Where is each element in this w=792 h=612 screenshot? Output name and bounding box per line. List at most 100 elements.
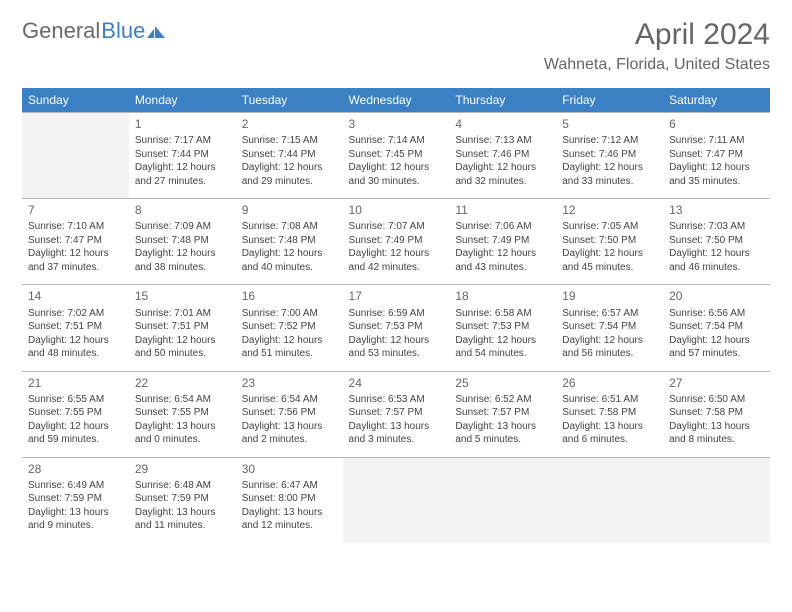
daylight-text: Daylight: 12 hours and 29 minutes.	[242, 161, 337, 188]
day-number: 25	[455, 375, 550, 391]
sunset-text: Sunset: 7:47 PM	[669, 148, 764, 162]
daylight-text: Daylight: 12 hours and 45 minutes.	[562, 247, 657, 274]
day-cell: 19Sunrise: 6:57 AMSunset: 7:54 PMDayligh…	[556, 285, 663, 371]
sunset-text: Sunset: 7:46 PM	[455, 148, 550, 162]
month-title: April 2024	[544, 18, 770, 52]
daylight-text: Daylight: 12 hours and 27 minutes.	[135, 161, 230, 188]
sunrise-text: Sunrise: 7:11 AM	[669, 134, 764, 148]
sunrise-text: Sunrise: 7:01 AM	[135, 307, 230, 321]
day-number: 3	[349, 116, 444, 132]
empty-cell	[449, 457, 556, 543]
sunrise-text: Sunrise: 7:14 AM	[349, 134, 444, 148]
empty-cell	[22, 113, 129, 199]
day-number: 8	[135, 202, 230, 218]
daylight-text: Daylight: 12 hours and 30 minutes.	[349, 161, 444, 188]
daylight-text: Daylight: 12 hours and 50 minutes.	[135, 334, 230, 361]
day-number: 17	[349, 288, 444, 304]
sunrise-text: Sunrise: 7:17 AM	[135, 134, 230, 148]
logo-text-general: General	[22, 18, 100, 44]
daylight-text: Daylight: 12 hours and 59 minutes.	[28, 420, 123, 447]
sunset-text: Sunset: 7:55 PM	[28, 406, 123, 420]
page-header: GeneralBlue April 2024 Wahneta, Florida,…	[22, 18, 770, 74]
sunrise-text: Sunrise: 6:59 AM	[349, 307, 444, 321]
sunset-text: Sunset: 7:59 PM	[28, 492, 123, 506]
daylight-text: Daylight: 12 hours and 48 minutes.	[28, 334, 123, 361]
day-cell: 4Sunrise: 7:13 AMSunset: 7:46 PMDaylight…	[449, 113, 556, 199]
sunset-text: Sunset: 7:44 PM	[242, 148, 337, 162]
daylight-text: Daylight: 13 hours and 3 minutes.	[349, 420, 444, 447]
day-number: 29	[135, 461, 230, 477]
empty-cell	[663, 457, 770, 543]
daylight-text: Daylight: 12 hours and 54 minutes.	[455, 334, 550, 361]
day-number: 22	[135, 375, 230, 391]
day-header: Sunday	[22, 88, 129, 113]
sunset-text: Sunset: 7:45 PM	[349, 148, 444, 162]
daylight-text: Daylight: 12 hours and 35 minutes.	[669, 161, 764, 188]
day-cell: 12 Sunrise: 7:05 AMSunset: 7:50 PMDayligh…	[556, 199, 663, 285]
day-number: 26	[562, 375, 657, 391]
sunset-text: Sunset: 7:58 PM	[669, 406, 764, 420]
day-number: 27	[669, 375, 764, 391]
sunrise-text: Sunrise: 7:00 AM	[242, 307, 337, 321]
sunrise-text: Sunrise: 6:50 AM	[669, 393, 764, 407]
sunrise-text: Sunrise: 7:12 AM	[562, 134, 657, 148]
calendar-table: SundayMondayTuesdayWednesdayThursdayFrid…	[22, 88, 770, 543]
sunset-text: Sunset: 7:50 PM	[669, 234, 764, 248]
day-cell: 10Sunrise: 7:07 AMSunset: 7:49 PMDayligh…	[343, 199, 450, 285]
day-cell: 21Sunrise: 6:55 AMSunset: 7:55 PMDayligh…	[22, 371, 129, 457]
day-cell: 28Sunrise: 6:49 AMSunset: 7:59 PMDayligh…	[22, 457, 129, 543]
sunset-text: Sunset: 7:48 PM	[242, 234, 337, 248]
sunset-text: Sunset: 7:57 PM	[349, 406, 444, 420]
sunset-text: Sunset: 7:58 PM	[562, 406, 657, 420]
day-cell: 23Sunrise: 6:54 AMSunset: 7:56 PMDayligh…	[236, 371, 343, 457]
day-cell: 25Sunrise: 6:52 AMSunset: 7:57 PMDayligh…	[449, 371, 556, 457]
day-cell: 22Sunrise: 6:54 AMSunset: 7:55 PMDayligh…	[129, 371, 236, 457]
sunset-text: Sunset: 7:52 PM	[242, 320, 337, 334]
sunrise-text: Sunrise: 7:07 AM	[349, 220, 444, 234]
sunset-text: Sunset: 7:48 PM	[135, 234, 230, 248]
day-cell: 17Sunrise: 6:59 AMSunset: 7:53 PMDayligh…	[343, 285, 450, 371]
sunset-text: Sunset: 7:51 PM	[28, 320, 123, 334]
sunset-text: Sunset: 7:55 PM	[135, 406, 230, 420]
daylight-text: Daylight: 13 hours and 9 minutes.	[28, 506, 123, 533]
day-header: Tuesday	[236, 88, 343, 113]
day-cell: 20Sunrise: 6:56 AMSunset: 7:54 PMDayligh…	[663, 285, 770, 371]
day-cell: 9Sunrise: 7:08 AMSunset: 7:48 PMDaylight…	[236, 199, 343, 285]
daylight-text: Daylight: 13 hours and 8 minutes.	[669, 420, 764, 447]
sunrise-text: Sunrise: 6:56 AM	[669, 307, 764, 321]
daylight-text: Daylight: 12 hours and 46 minutes.	[669, 247, 764, 274]
day-number: 19	[562, 288, 657, 304]
day-cell: 11Sunrise: 7:06 AMSunset: 7:49 PMDayligh…	[449, 199, 556, 285]
day-header: Thursday	[449, 88, 556, 113]
sunrise-text: Sunrise: 6:52 AM	[455, 393, 550, 407]
sunrise-text: Sunrise: 6:51 AM	[562, 393, 657, 407]
day-cell: 26Sunrise: 6:51 AMSunset: 7:58 PMDayligh…	[556, 371, 663, 457]
sunrise-text: Sunrise: 6:54 AM	[242, 393, 337, 407]
day-header: Friday	[556, 88, 663, 113]
day-number: 1	[135, 116, 230, 132]
day-cell: 27 Sunrise: 6:50 AMSunset: 7:58 PMDayligh…	[663, 371, 770, 457]
day-number: 16	[242, 288, 337, 304]
daylight-text: Daylight: 12 hours and 43 minutes.	[455, 247, 550, 274]
sunrise-text: Sunrise: 6:53 AM	[349, 393, 444, 407]
sunrise-text: Sunrise: 7:10 AM	[28, 220, 123, 234]
sunset-text: Sunset: 7:50 PM	[562, 234, 657, 248]
day-cell: 18Sunrise: 6:58 AMSunset: 7:53 PMDayligh…	[449, 285, 556, 371]
day-number: 23	[242, 375, 337, 391]
day-cell: 2Sunrise: 7:15 AMSunset: 7:44 PMDaylight…	[236, 113, 343, 199]
sunset-text: Sunset: 7:49 PM	[349, 234, 444, 248]
sunset-text: Sunset: 7:59 PM	[135, 492, 230, 506]
sunrise-text: Sunrise: 7:03 AM	[669, 220, 764, 234]
day-number: 28	[28, 461, 123, 477]
logo: GeneralBlue	[22, 18, 169, 44]
empty-cell	[556, 457, 663, 543]
day-cell: 16Sunrise: 7:00 AMSunset: 7:52 PMDayligh…	[236, 285, 343, 371]
sunrise-text: Sunrise: 7:05 AM	[562, 220, 657, 234]
day-cell: 8Sunrise: 7:09 AMSunset: 7:48 PMDaylight…	[129, 199, 236, 285]
day-number: 12	[562, 202, 657, 218]
day-number: 7	[28, 202, 123, 218]
day-cell: 7Sunrise: 7:10 AMSunset: 7:47 PMDaylight…	[22, 199, 129, 285]
title-block: April 2024 Wahneta, Florida, United Stat…	[544, 18, 770, 74]
daylight-text: Daylight: 13 hours and 2 minutes.	[242, 420, 337, 447]
daylight-text: Daylight: 12 hours and 42 minutes.	[349, 247, 444, 274]
